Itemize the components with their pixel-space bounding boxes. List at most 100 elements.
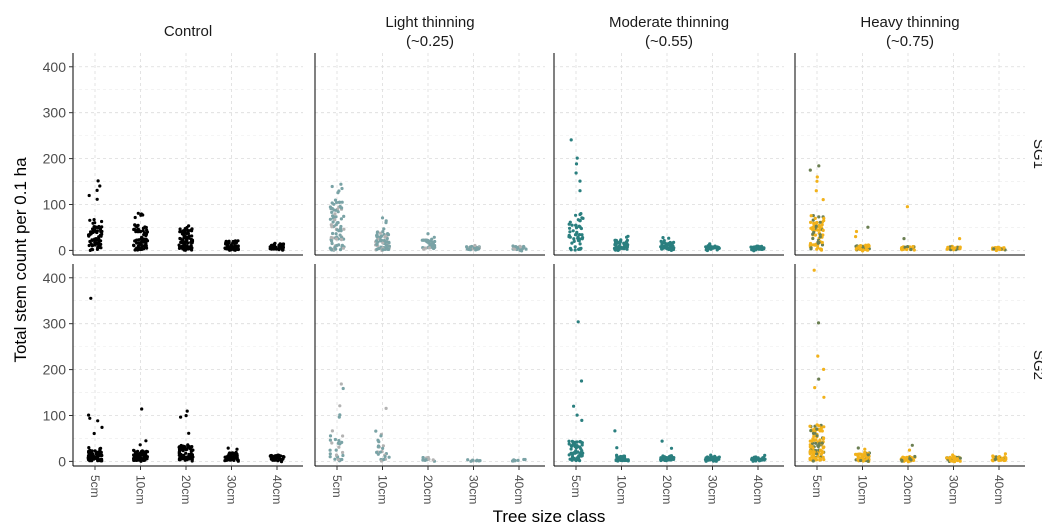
data-point	[334, 237, 339, 241]
data-point	[664, 245, 668, 249]
x-axis-label: Tree size class	[493, 507, 606, 526]
data-point	[822, 425, 826, 429]
data-point	[912, 248, 916, 252]
panels-layer	[72, 53, 1025, 467]
data-point	[179, 237, 183, 241]
data-point	[341, 434, 345, 438]
y-tick-label: 400	[43, 59, 67, 75]
data-point	[578, 439, 582, 444]
data-point	[575, 156, 579, 160]
data-point	[95, 247, 99, 251]
data-point	[996, 455, 1001, 460]
facet-panel	[794, 264, 1025, 467]
data-point	[572, 237, 576, 241]
data-point	[92, 218, 96, 222]
data-point	[380, 216, 385, 220]
data-point	[189, 244, 193, 248]
data-point	[819, 428, 823, 432]
data-point	[816, 321, 821, 325]
data-point	[518, 248, 522, 252]
data-point	[568, 230, 572, 234]
data-point	[811, 431, 816, 435]
data-point	[958, 237, 962, 241]
data-point	[1004, 456, 1008, 460]
facet-column-label: Moderate thinning	[609, 14, 729, 31]
data-point	[857, 246, 861, 250]
data-point	[330, 441, 334, 445]
data-point	[132, 453, 136, 457]
y-tick-label: 400	[43, 270, 67, 286]
data-point	[423, 458, 427, 462]
data-point	[328, 438, 332, 442]
data-point	[187, 234, 191, 238]
data-point	[270, 247, 274, 251]
data-point	[92, 225, 96, 229]
data-point	[338, 442, 342, 446]
data-point	[143, 458, 147, 462]
data-point	[379, 459, 384, 463]
data-point	[955, 457, 960, 461]
data-point	[820, 449, 824, 453]
data-point	[341, 386, 345, 391]
data-point	[1003, 458, 1007, 462]
data-point	[336, 458, 340, 462]
data-point	[751, 459, 755, 463]
data-point	[135, 247, 139, 251]
data-point	[281, 242, 286, 246]
data-point	[661, 236, 665, 240]
data-point	[100, 453, 104, 458]
data-point	[1000, 456, 1005, 461]
data-point	[579, 454, 583, 458]
data-point	[331, 214, 335, 218]
data-point	[88, 416, 92, 420]
data-point	[808, 168, 812, 172]
data-point	[815, 452, 819, 456]
data-point	[958, 459, 962, 463]
data-point	[335, 200, 339, 205]
data-point	[386, 232, 390, 236]
data-point	[140, 240, 144, 244]
data-point	[95, 188, 99, 192]
data-point	[140, 457, 144, 461]
data-point	[579, 450, 584, 454]
data-point	[570, 456, 574, 460]
data-point	[274, 247, 278, 251]
data-point	[422, 238, 426, 242]
data-point	[278, 242, 282, 246]
data-point	[178, 230, 182, 234]
data-point	[190, 453, 194, 457]
facet-column-label: Light thinning	[385, 14, 474, 31]
data-point	[861, 456, 865, 460]
data-point	[468, 245, 472, 249]
data-point	[580, 237, 584, 241]
data-point	[711, 459, 716, 463]
data-point	[329, 223, 333, 227]
data-point	[281, 455, 285, 459]
data-point	[226, 456, 230, 460]
data-point	[132, 243, 136, 247]
data-point	[625, 458, 629, 463]
data-point	[809, 220, 813, 224]
data-point	[905, 205, 910, 209]
data-point	[817, 215, 821, 219]
data-point	[385, 236, 389, 241]
data-point	[516, 458, 520, 462]
data-point	[186, 443, 190, 447]
data-point	[336, 210, 340, 214]
data-point	[854, 452, 858, 456]
y-tick-label: 200	[43, 362, 67, 378]
data-point	[575, 413, 579, 417]
data-point	[819, 452, 823, 456]
data-point	[191, 448, 195, 452]
data-point	[952, 457, 956, 461]
data-point	[567, 235, 571, 239]
data-point	[142, 233, 146, 237]
data-point	[572, 239, 576, 243]
data-point	[820, 441, 824, 445]
data-point	[334, 448, 338, 452]
data-point	[913, 454, 917, 459]
data-point	[87, 234, 91, 238]
data-point	[475, 458, 479, 462]
data-point	[374, 429, 378, 433]
